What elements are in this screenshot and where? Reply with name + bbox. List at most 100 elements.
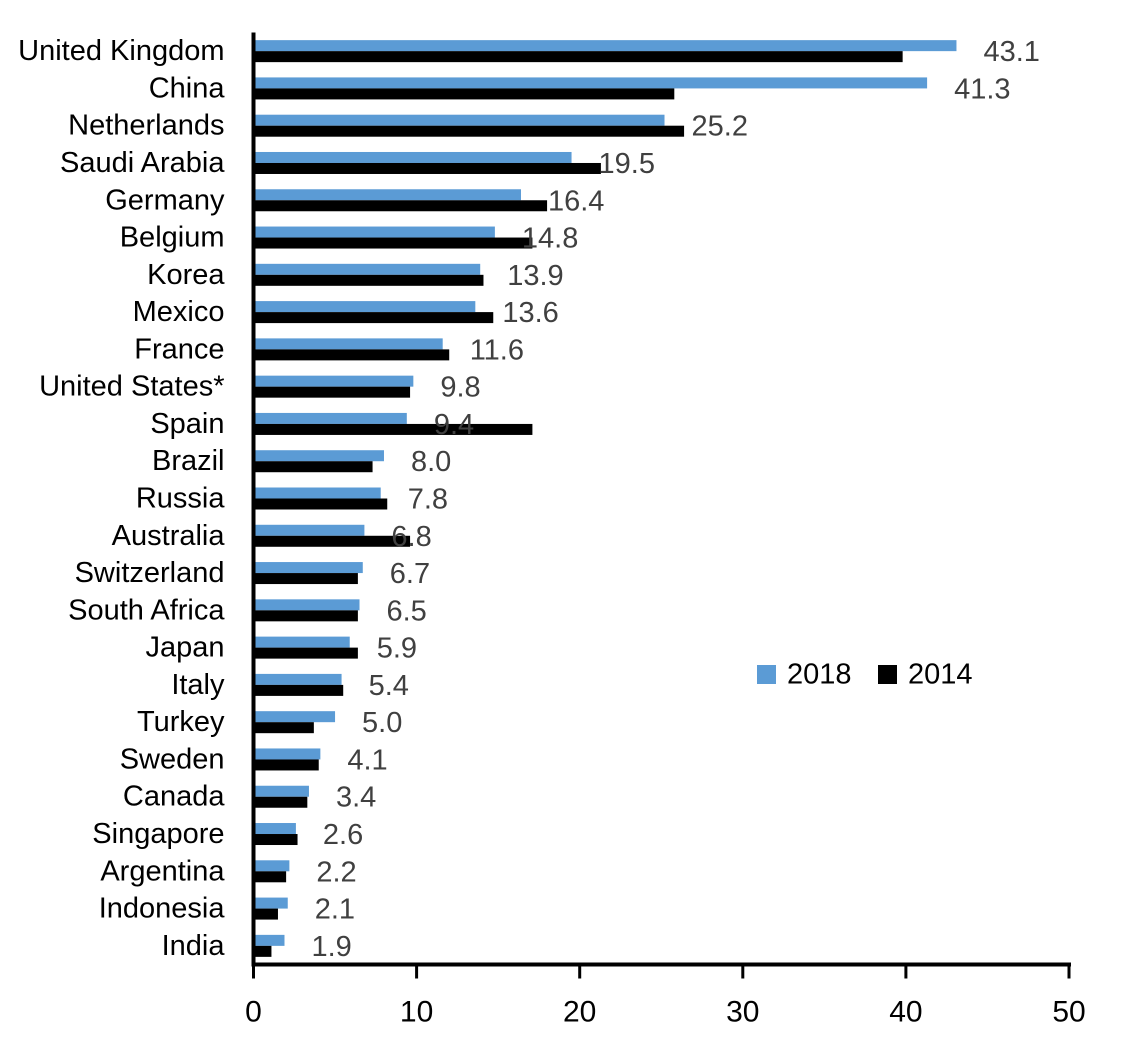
bar-2018-belgium [253, 226, 495, 238]
bar-2018-turkey [253, 711, 336, 723]
category-label-switzerland: Switzerland [75, 557, 225, 589]
category-label-argentina: Argentina [100, 855, 225, 887]
bar-2014-saudi-arabia [253, 162, 601, 174]
bar-2018-switzerland [253, 562, 363, 574]
bar-2014-south-africa [253, 610, 358, 622]
bar-2014-turkey [253, 722, 314, 734]
bar-2014-italy [253, 684, 344, 696]
bar-2014-spain [253, 423, 533, 435]
category-label-united-states: United States* [39, 371, 224, 403]
bar-2018-saudi-arabia [253, 151, 572, 163]
value-label-italy: 5.4 [369, 670, 409, 702]
bar-2014-canada [253, 796, 308, 808]
bar-2018-india [253, 934, 285, 946]
value-label-brazil: 8.0 [411, 446, 451, 478]
bar-2014-brazil [253, 461, 373, 473]
value-label-saudi-arabia: 19.5 [599, 148, 655, 180]
bar-2018-indonesia [253, 897, 288, 909]
bar-2018-china [253, 77, 928, 89]
category-label-japan: Japan [145, 632, 224, 664]
bar-2014-india [253, 945, 272, 957]
legend-swatch-2018-icon [757, 665, 776, 684]
category-label-netherlands: Netherlands [68, 110, 224, 142]
value-label-argentina: 2.2 [316, 856, 356, 888]
value-label-korea: 13.9 [507, 260, 563, 292]
value-label-switzerland: 6.7 [390, 558, 430, 590]
value-label-singapore: 2.6 [323, 819, 363, 851]
category-label-canada: Canada [123, 781, 225, 813]
legend-label-2018: 2018 [787, 659, 852, 691]
bar-2014-singapore [253, 834, 298, 846]
category-label-italy: Italy [171, 669, 225, 701]
bar-2018-spain [253, 412, 407, 424]
category-label-india: India [162, 930, 226, 962]
value-label-spain: 9.4 [434, 409, 474, 441]
bar-2014-united-kingdom [253, 51, 903, 63]
category-label-belgium: Belgium [120, 222, 225, 254]
bar-2014-germany [253, 200, 548, 212]
bar-2018-united-states [253, 375, 414, 387]
value-label-china: 41.3 [954, 73, 1010, 105]
value-label-germany: 16.4 [548, 185, 604, 217]
legend-swatch-2014-icon [878, 665, 897, 684]
bar-2018-australia [253, 524, 365, 536]
bar-2018-netherlands [253, 114, 665, 126]
bar-2014-netherlands [253, 125, 685, 137]
bar-2014-sweden [253, 759, 319, 771]
x-tick-label-30: 30 [726, 996, 759, 1029]
bar-2018-russia [253, 487, 381, 499]
bar-2014-united-states [253, 386, 411, 398]
x-tick-label-10: 10 [400, 996, 433, 1029]
category-label-australia: Australia [112, 520, 226, 552]
bar-2014-australia [253, 535, 411, 547]
category-label-united-kingdom: United Kingdom [18, 35, 224, 67]
bar-2018-brazil [253, 450, 384, 462]
bar-2014-argentina [253, 871, 287, 883]
category-label-spain: Spain [150, 408, 224, 440]
bar-2018-argentina [253, 860, 290, 872]
category-label-mexico: Mexico [133, 296, 225, 328]
legend-label-2014: 2014 [908, 659, 973, 691]
value-label-india: 1.9 [311, 931, 351, 963]
bar-2018-singapore [253, 823, 296, 835]
category-label-germany: Germany [105, 184, 225, 216]
value-label-mexico: 13.6 [502, 297, 558, 329]
category-label-sweden: Sweden [120, 743, 225, 775]
bar-2018-france [253, 338, 443, 350]
bar-2018-mexico [253, 301, 476, 313]
value-label-japan: 5.9 [377, 633, 417, 665]
category-label-saudi-arabia: Saudi Arabia [60, 147, 225, 179]
x-tick-label-0: 0 [245, 996, 262, 1029]
bar-2018-korea [253, 263, 481, 275]
value-label-belgium: 14.8 [522, 223, 578, 255]
category-label-russia: Russia [136, 483, 226, 515]
bar-2014-france [253, 349, 450, 361]
bar-2018-italy [253, 673, 342, 685]
x-tick-label-40: 40 [889, 996, 922, 1029]
bar-2014-russia [253, 498, 388, 510]
category-label-indonesia: Indonesia [99, 893, 226, 925]
x-tick-label-50: 50 [1052, 996, 1085, 1029]
bar-2014-belgium [253, 237, 533, 249]
value-label-turkey: 5.0 [362, 707, 402, 739]
bar-2014-indonesia [253, 908, 278, 920]
bar-2018-south-africa [253, 599, 360, 611]
value-label-sweden: 4.1 [347, 744, 387, 776]
category-label-turkey: Turkey [137, 706, 225, 738]
bar-2018-canada [253, 785, 309, 797]
value-label-canada: 3.4 [336, 782, 376, 814]
category-label-china: China [149, 72, 226, 104]
category-label-south-africa: South Africa [68, 594, 225, 626]
value-label-russia: 7.8 [408, 484, 448, 516]
value-label-united-kingdom: 43.1 [983, 36, 1039, 68]
bar-2014-china [253, 88, 675, 100]
bar-2014-japan [253, 647, 358, 659]
value-label-australia: 6.8 [391, 521, 431, 553]
value-label-indonesia: 2.1 [315, 894, 355, 926]
value-label-france: 11.6 [470, 334, 524, 366]
bar-2014-switzerland [253, 573, 358, 585]
category-label-singapore: Singapore [92, 818, 224, 850]
bar-2014-korea [253, 274, 484, 286]
